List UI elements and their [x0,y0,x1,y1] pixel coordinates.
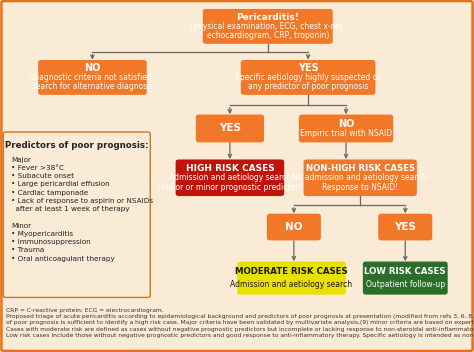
Text: Specific aetiology highly suspected or: Specific aetiology highly suspected or [236,73,381,82]
Text: CRP = C-reactive protein; ECG = electrocardiogram.
Proposed triage of acute peri: CRP = C-reactive protein; ECG = electroc… [6,308,474,338]
Text: Response to NSAID!: Response to NSAID! [322,183,398,192]
Text: NO: NO [338,119,354,128]
FancyBboxPatch shape [237,262,346,295]
FancyBboxPatch shape [378,214,432,240]
FancyBboxPatch shape [196,115,264,142]
Text: Admission and aetiology search: Admission and aetiology search [230,280,353,289]
Text: No admission and aetiology search.: No admission and aetiology search. [292,173,428,182]
Text: (physical examination, ECG, chest x-ray,: (physical examination, ECG, chest x-ray, [190,22,346,31]
FancyBboxPatch shape [203,9,333,44]
Text: YES: YES [298,63,319,73]
Text: echocardiogram, CRP, troponin): echocardiogram, CRP, troponin) [207,31,329,40]
Text: Outpatient follow-up: Outpatient follow-up [366,280,445,289]
FancyBboxPatch shape [241,60,375,95]
FancyBboxPatch shape [363,262,447,295]
Text: HIGH RISK CASES: HIGH RISK CASES [185,164,274,173]
Text: Diagnostic criteria not satisfied.: Diagnostic criteria not satisfied. [31,73,154,82]
FancyBboxPatch shape [299,115,393,142]
FancyBboxPatch shape [267,214,321,240]
Text: Major
• Fever >38°C
• Subacute onset
• Large pericardial effusion
• Cardiac tamp: Major • Fever >38°C • Subacute onset • L… [11,157,154,262]
FancyBboxPatch shape [3,132,150,297]
Text: MODERATE RISK CASES: MODERATE RISK CASES [235,268,348,276]
Text: YES: YES [219,124,241,133]
Text: Pericarditis!: Pericarditis! [237,13,299,22]
Text: NO: NO [84,63,100,73]
Text: LOW RISK CASES: LOW RISK CASES [365,268,446,276]
Text: any predictor of poor prognosis: any predictor of poor prognosis [248,82,368,91]
Text: (major or minor prognostic predictor): (major or minor prognostic predictor) [158,183,301,192]
FancyBboxPatch shape [38,60,147,95]
FancyBboxPatch shape [175,159,284,196]
Text: NON-HIGH RISK CASES: NON-HIGH RISK CASES [306,164,415,173]
Text: Empiric trial with NSAID: Empiric trial with NSAID [300,129,392,138]
Text: Admission and aetiology search: Admission and aetiology search [169,173,291,182]
Text: Search for alternative diagnosis: Search for alternative diagnosis [31,82,154,91]
Text: Predictors of poor prognosis:: Predictors of poor prognosis: [5,140,148,150]
Text: YES: YES [394,222,416,232]
Text: NO: NO [285,222,302,232]
FancyBboxPatch shape [303,159,417,196]
